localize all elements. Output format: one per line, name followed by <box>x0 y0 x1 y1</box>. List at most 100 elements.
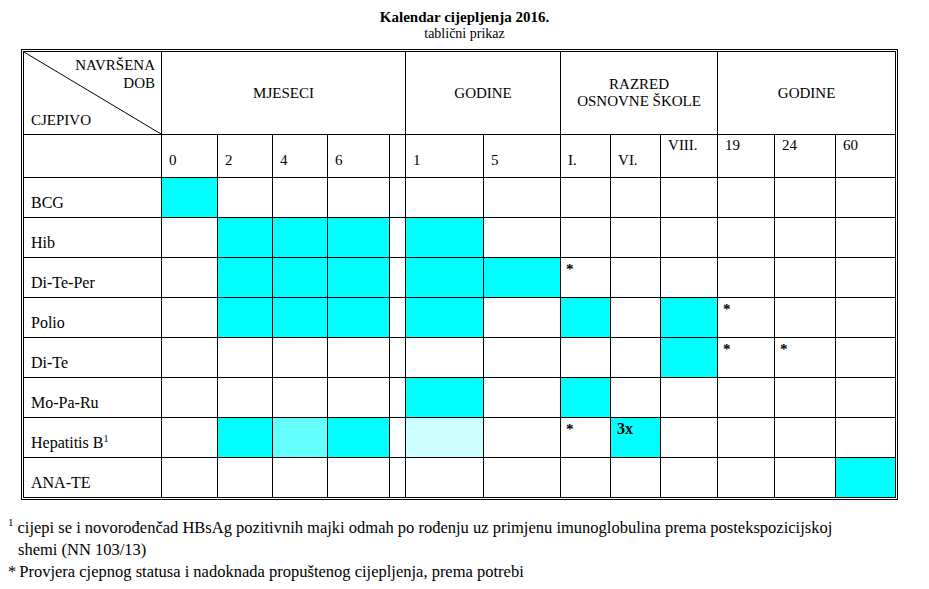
table-row-bcg: BCG <box>24 178 896 218</box>
footnote-hepatitis: 1cijepi se i novorođenčad HBsAg pozitivn… <box>8 511 926 561</box>
cell-mo-pa-ru-y5 <box>484 378 561 418</box>
cell-di-te-m2 <box>218 338 273 378</box>
cell-bcg-os8 <box>661 178 718 218</box>
cell-hib-m6 <box>328 218 390 258</box>
cell-polio-g60 <box>836 298 896 338</box>
cell-di-te-m0 <box>162 338 218 378</box>
cell-hepatitis-b-m6 <box>328 418 390 458</box>
cell-hepatitis-b-y1 <box>406 418 484 458</box>
cell-polio-m2 <box>218 298 273 338</box>
cell-di-te-spacer <box>390 338 406 378</box>
cell-hib-m4 <box>273 218 328 258</box>
cell-ana-te-os8 <box>661 458 718 498</box>
cell-hib-m2 <box>218 218 273 258</box>
table-row-ana-te: ANA-TE <box>24 458 896 498</box>
cell-di-te-g24: * <box>775 338 836 378</box>
corner-label-navrsena-dob: NAVRŠENADOB <box>75 56 155 92</box>
column-group-primary-school-grade: RAZREDOSNOVNE ŠKOLE <box>561 52 718 135</box>
cell-polio-m4 <box>273 298 328 338</box>
column-header-g19: 19 <box>718 135 775 178</box>
cell-hepatitis-b-g19 <box>718 418 775 458</box>
cell-di-te-per-y5 <box>484 258 561 298</box>
cell-di-te-os6 <box>611 338 661 378</box>
cell-polio-spacer <box>390 298 406 338</box>
cell-di-te-per-y1 <box>406 258 484 298</box>
cell-hib-y5 <box>484 218 561 258</box>
cell-di-te-per-g19 <box>718 258 775 298</box>
cell-bcg-y1 <box>406 178 484 218</box>
row-label-bcg: BCG <box>24 178 162 218</box>
cell-polio-y5 <box>484 298 561 338</box>
row-label-superscript: 1 <box>103 433 108 444</box>
vaccination-table: NAVRŠENADOBCJEPIVOMJESECIGODINERAZREDOSN… <box>23 51 896 498</box>
cell-hib-g24 <box>775 218 836 258</box>
table-row-hepatitis-b: Hepatitis B1*3x <box>24 418 896 458</box>
cell-ana-te-g60 <box>836 458 896 498</box>
cell-ana-te-y1 <box>406 458 484 498</box>
column-header-os1: I. <box>561 135 611 178</box>
cell-bcg-m6 <box>328 178 390 218</box>
cell-hib-m0 <box>162 218 218 258</box>
cell-polio-y1 <box>406 298 484 338</box>
cell-di-te-y1 <box>406 338 484 378</box>
row-label-di-te-per: Di-Te-Per <box>24 258 162 298</box>
column-header-m4: 4 <box>273 135 328 178</box>
cell-di-te-per-g60 <box>836 258 896 298</box>
cell-bcg-g60 <box>836 178 896 218</box>
cell-di-te-per-m6 <box>328 258 390 298</box>
cell-ana-te-spacer <box>390 458 406 498</box>
column-header-m0: 0 <box>162 135 218 178</box>
cell-hib-y1 <box>406 218 484 258</box>
footnote-marker-asterisk: * <box>8 562 16 581</box>
cell-di-te-per-spacer <box>390 258 406 298</box>
column-header-y1: 1 <box>406 135 484 178</box>
cell-ana-te-m0 <box>162 458 218 498</box>
cell-mo-pa-ru-os1 <box>561 378 611 418</box>
cell-mo-pa-ru-os8 <box>661 378 718 418</box>
cell-bcg-g24 <box>775 178 836 218</box>
cell-polio-os6 <box>611 298 661 338</box>
page-subtitle: tablični prikaz <box>0 26 929 42</box>
footnote-text-1: cijepi se i novorođenčad HBsAg pozitivni… <box>18 518 833 537</box>
cell-bcg-y5 <box>484 178 561 218</box>
cell-mo-pa-ru-g19 <box>718 378 775 418</box>
cell-ana-te-y5 <box>484 458 561 498</box>
cell-mo-pa-ru-os6 <box>611 378 661 418</box>
cell-hepatitis-b-g60 <box>836 418 896 458</box>
table-row-di-te: Di-Te ** <box>24 338 896 378</box>
table-row-hib: Hib <box>24 218 896 258</box>
column-header-spacer <box>390 135 406 178</box>
cell-hib-os8 <box>661 218 718 258</box>
cell-bcg-g19 <box>718 178 775 218</box>
cell-di-te-per-os6 <box>611 258 661 298</box>
table-row-mo-pa-ru: Mo-Pa-Ru <box>24 378 896 418</box>
cell-di-te-m4 <box>273 338 328 378</box>
cell-mo-pa-ru-m0 <box>162 378 218 418</box>
column-header-m6: 6 <box>328 135 390 178</box>
column-header-g60: 60 <box>836 135 896 178</box>
column-group-label: GODINE <box>406 85 560 102</box>
cell-di-te-m6 <box>328 338 390 378</box>
row-label-di-te: Di-Te <box>24 338 162 378</box>
table-body: BCGHibDi-Te-Per*Polio*Di-Te**Mo-Pa-RuHep… <box>24 178 896 498</box>
column-group-label: RAZRED <box>561 76 717 93</box>
cell-polio-m0 <box>162 298 218 338</box>
column-group-label: GODINE <box>718 85 895 102</box>
cell-mo-pa-ru-spacer <box>390 378 406 418</box>
footnotes: 1cijepi se i novorođenčad HBsAg pozitivn… <box>8 511 926 583</box>
cell-mo-pa-ru-m2 <box>218 378 273 418</box>
cell-ana-te-m2 <box>218 458 273 498</box>
cell-polio-os1 <box>561 298 611 338</box>
cell-hepatitis-b-os8 <box>661 418 718 458</box>
cell-polio-g19: * <box>718 298 775 338</box>
cell-di-te-os1 <box>561 338 611 378</box>
cell-ana-te-os6 <box>611 458 661 498</box>
cell-polio-g24 <box>775 298 836 338</box>
header-subrow: 024615I.VI.VIII.192460 <box>24 135 896 178</box>
corner-label-line1: NAVRŠENA <box>75 57 155 73</box>
cell-ana-te-g24 <box>775 458 836 498</box>
cell-di-te-g19: * <box>718 338 775 378</box>
cell-bcg-m0 <box>162 178 218 218</box>
cell-di-te-per-m0 <box>162 258 218 298</box>
cell-di-te-per-os8 <box>661 258 718 298</box>
